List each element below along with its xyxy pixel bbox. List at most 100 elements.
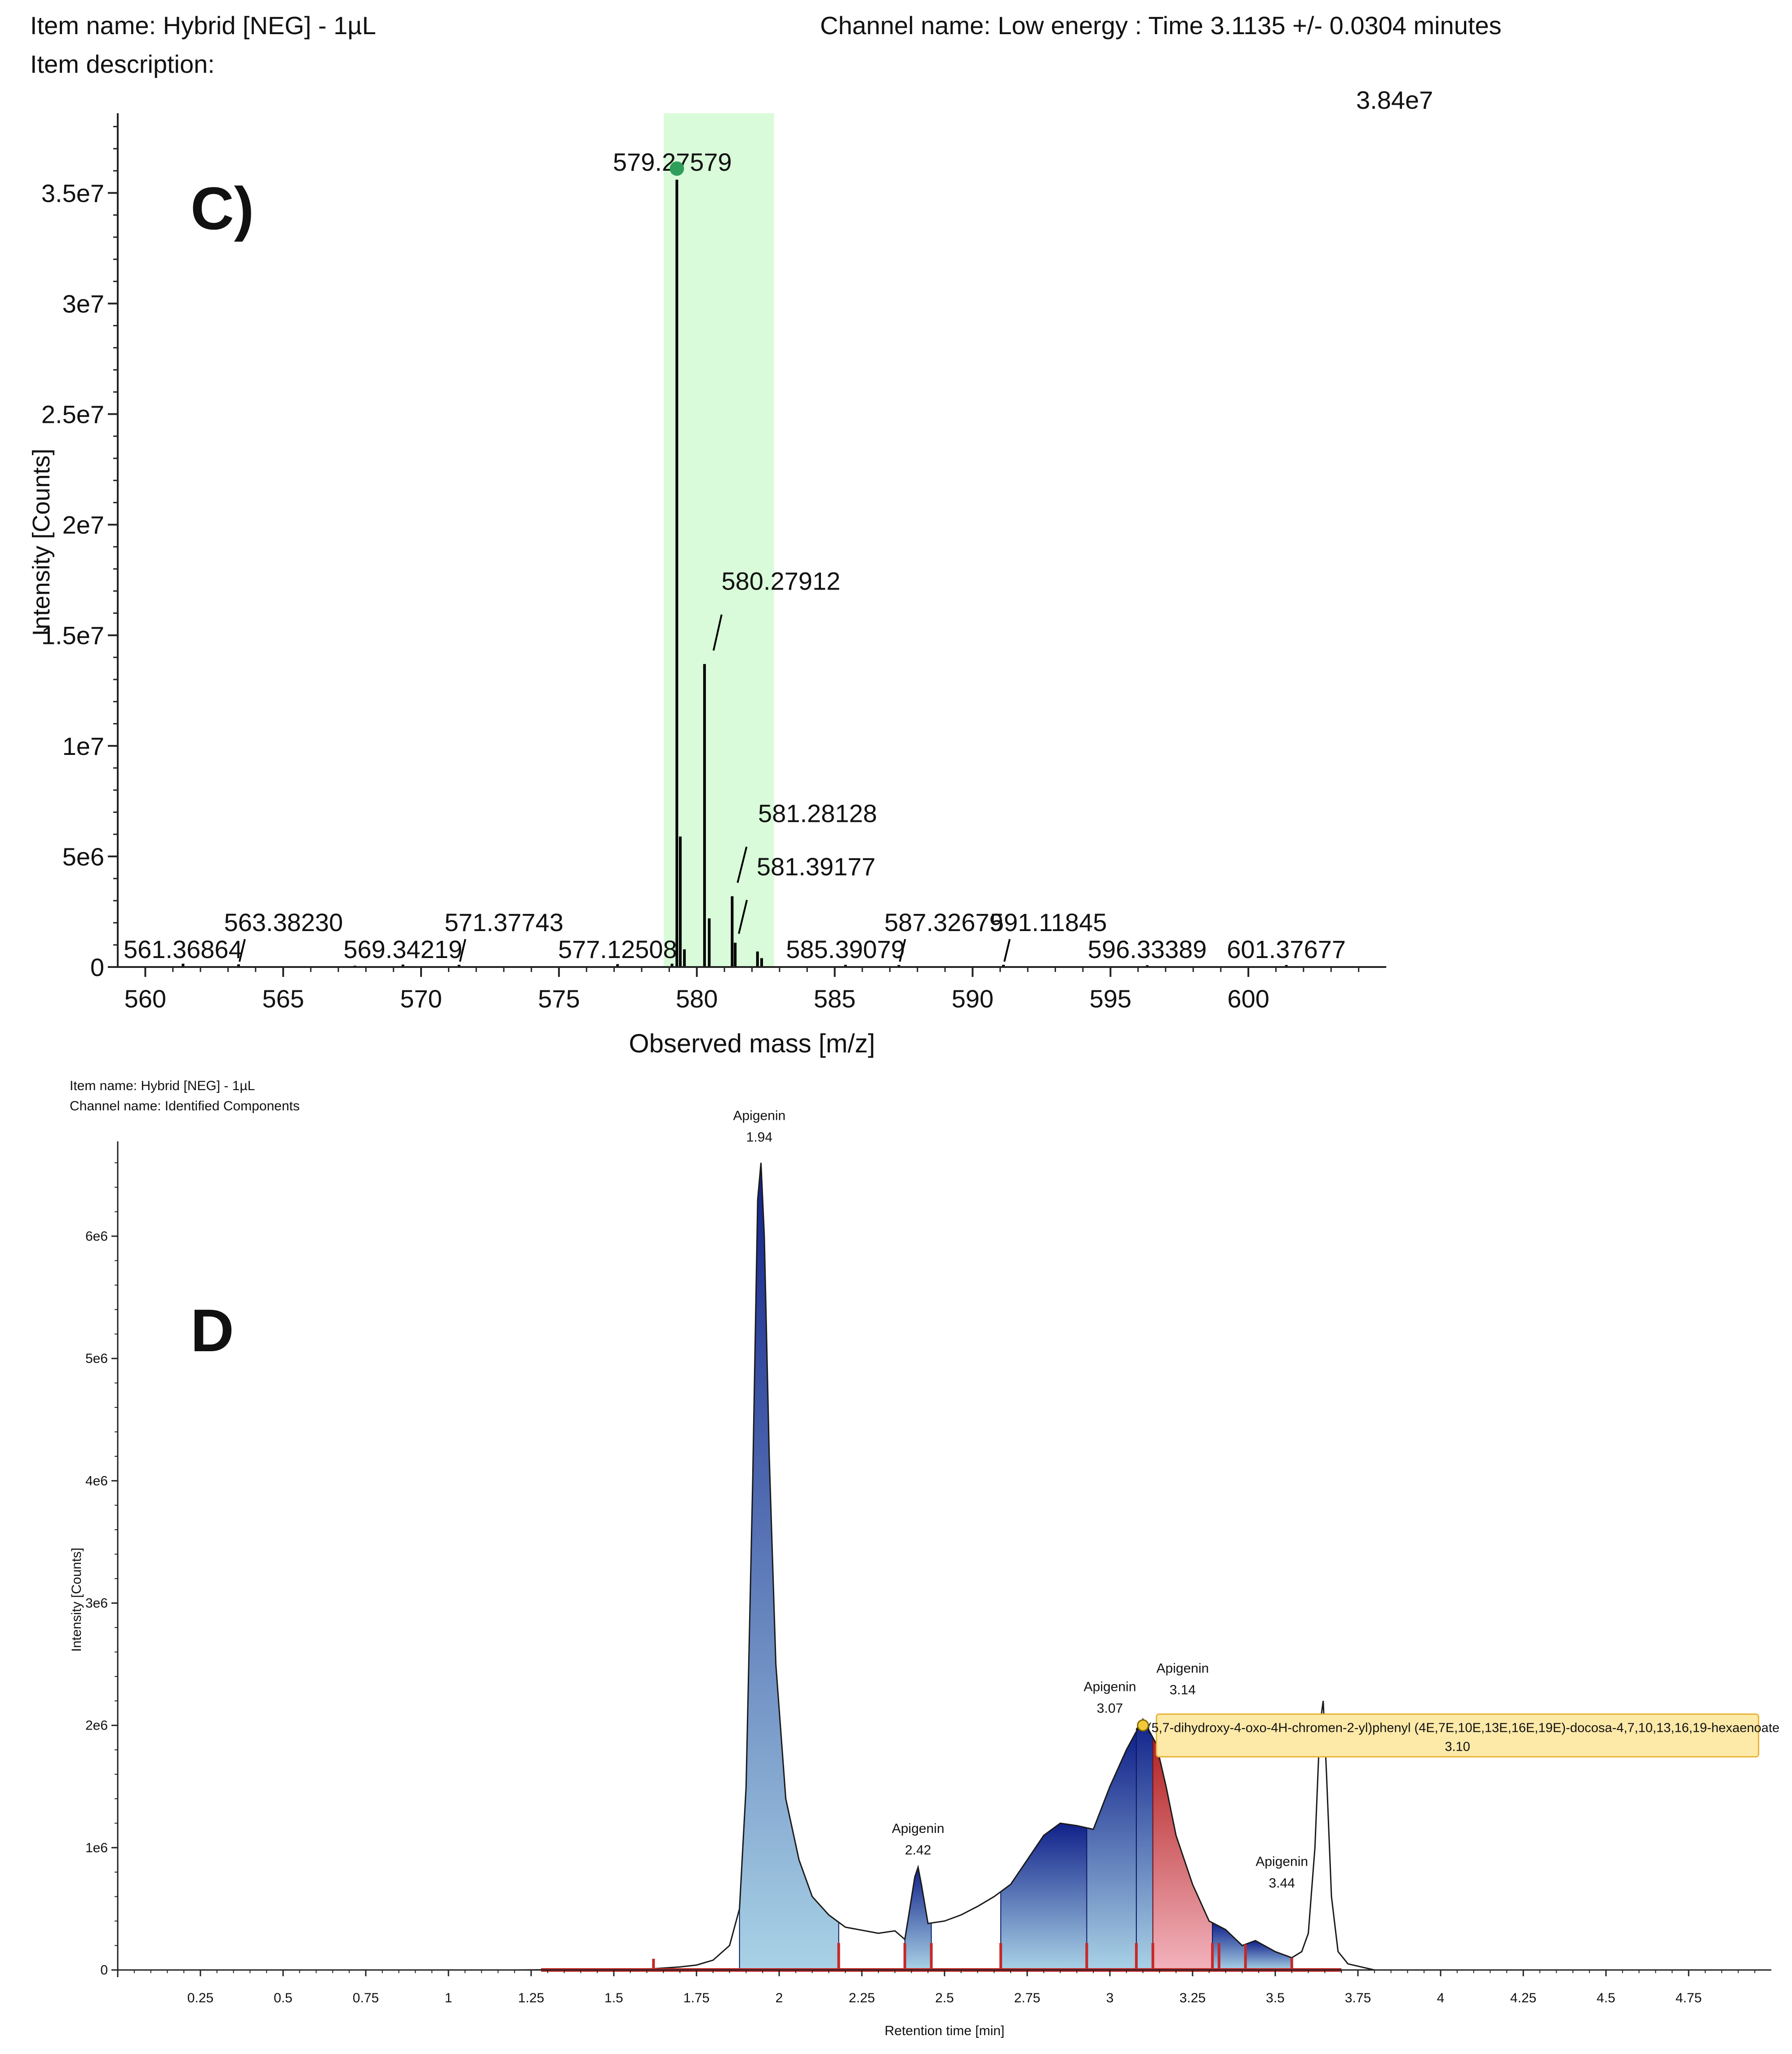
chart-d-chromatogram: 0 1e6 2e6 3e6 4e6 5e6 6e6 0.25 0.5 0.75 1 1.25 1.5 1… xyxy=(69,1108,1779,2038)
d-x-tick-label: 0.75 xyxy=(353,1991,379,2005)
component-name-label: Apigenin xyxy=(733,1108,785,1123)
c-peak-label: 563.38230 xyxy=(224,908,343,936)
d-x-tick-label: 1.5 xyxy=(604,1991,623,2005)
c-x-tick-label: 590 xyxy=(952,985,994,1013)
c-peak-label: 581.28128 xyxy=(758,799,877,828)
d-x-axis-title: Retention time [min] xyxy=(885,2023,1005,2038)
c-peak-label: 587.32679 xyxy=(884,908,1003,936)
selected-mass-window[interactable] xyxy=(664,113,774,967)
d-x-tick-label: 1 xyxy=(445,1991,452,2005)
component-peak-blue[interactable] xyxy=(1136,1718,1153,1970)
c-label-leader xyxy=(736,847,748,883)
c-y-tick-label: 1.5e7 xyxy=(41,621,104,650)
d-y-tick-label: 4e6 xyxy=(85,1473,108,1488)
c-label-leader xyxy=(1003,939,1011,962)
d-x-tick-label: 4.5 xyxy=(1597,1991,1615,2005)
c-peak-label: 561.36864 xyxy=(124,935,243,963)
d-x-tick-label: 2.75 xyxy=(1014,1991,1040,2005)
d-x-tick-label: 3.5 xyxy=(1266,1991,1285,2005)
selected-peak-marker[interactable] xyxy=(670,161,684,176)
c-peak-label: 581.39177 xyxy=(757,852,876,881)
c-peak-label: 601.37677 xyxy=(1227,935,1346,963)
c-peak-label: 577.12508 xyxy=(558,935,677,963)
d-x-tick-label: 3 xyxy=(1106,1991,1114,2005)
d-x-tick-label: 2.5 xyxy=(935,1991,954,2005)
c-y-tick-label: 3e7 xyxy=(62,289,104,318)
panel-label-c: C) xyxy=(191,175,254,242)
component-name-label: Apigenin xyxy=(892,1821,945,1836)
d-y-tick-label: 2e6 xyxy=(85,1718,108,1733)
component-tooltip[interactable]: 4-(5,7-dihydroxy-4-oxo-4H-chromen-2-yl)p… xyxy=(1136,1713,1779,1758)
tooltip-box xyxy=(1156,1713,1760,1758)
d-y-axis-title: Intensity [Counts] xyxy=(69,1548,84,1652)
c-x-tick-label: 600 xyxy=(1227,985,1269,1013)
d-x-tick-label: 4.25 xyxy=(1510,1991,1536,2005)
d-x-tick-label: 1.75 xyxy=(683,1991,710,2005)
item-name-c: Item name: Hybrid [NEG] - 1µL xyxy=(30,11,376,40)
c-peak-label: 585.39079 xyxy=(786,935,905,963)
d-y-tick-label: 3e6 xyxy=(85,1596,108,1611)
c-label-leader xyxy=(738,900,748,934)
c-x-tick-label: 575 xyxy=(538,985,580,1013)
c-y-tick-label: 2e7 xyxy=(62,511,104,539)
chromatogram-trace xyxy=(118,1162,1771,1971)
d-x-tick-label: 0.5 xyxy=(274,1991,293,2005)
c-x-tick-label: 560 xyxy=(124,985,166,1013)
chart-c-mass-spectrum: 561.36864563.38230569.34219571.37743577.… xyxy=(28,113,1386,1058)
d-x-tick-label: 3.75 xyxy=(1345,1991,1371,2005)
channel-name-d: Channel name: Identified Components xyxy=(70,1099,300,1114)
component-peak-blue[interactable] xyxy=(1212,1922,1246,1970)
d-x-tick-label: 4 xyxy=(1437,1991,1445,2005)
c-label-leader xyxy=(238,939,246,962)
d-y-tick-label: 6e6 xyxy=(85,1229,108,1244)
d-x-tick-label: 1.25 xyxy=(518,1991,544,2005)
d-x-tick-label: 4.75 xyxy=(1676,1991,1702,2005)
component-rt-label: 3.14 xyxy=(1170,1683,1196,1698)
c-label-leader xyxy=(712,614,723,651)
d-y-tick-label: 0 xyxy=(100,1963,108,1978)
tooltip-retention-time: 3.10 xyxy=(1445,1740,1470,1754)
d-x-tick-label: 3.25 xyxy=(1180,1991,1206,2005)
c-label-leader xyxy=(459,939,466,962)
c-y-tick-label: 1e7 xyxy=(62,732,104,760)
c-peak-label: 591.11845 xyxy=(990,908,1107,936)
tooltip-anchor-dot xyxy=(1137,1719,1149,1732)
c-y-tick-label: 2.5e7 xyxy=(41,400,104,429)
d-y-tick-label: 1e6 xyxy=(85,1841,108,1855)
c-x-tick-label: 580 xyxy=(676,985,718,1013)
panel-label-d: D xyxy=(191,1297,234,1364)
c-x-tick-label: 565 xyxy=(262,985,304,1013)
max-intensity-label: 3.84e7 xyxy=(1356,86,1433,114)
c-label-leader xyxy=(899,939,906,962)
item-description-c: Item description: xyxy=(30,50,215,78)
component-peak-blue[interactable] xyxy=(1000,1823,1087,1970)
c-y-tick-label: 5e6 xyxy=(62,843,104,871)
component-name-label: Apigenin xyxy=(1084,1679,1136,1694)
component-peak-blue[interactable] xyxy=(1086,1730,1137,1970)
c-peak-label: 571.37743 xyxy=(444,908,563,936)
component-name-label: Apigenin xyxy=(1255,1854,1308,1869)
c-y-axis-title: Intensity [Counts] xyxy=(28,448,55,636)
c-peak-label: 569.34219 xyxy=(343,935,462,963)
component-rt-label: 2.42 xyxy=(905,1843,931,1858)
c-x-tick-label: 595 xyxy=(1090,985,1131,1013)
component-rt-label: 3.44 xyxy=(1269,1876,1295,1891)
d-y-tick-label: 5e6 xyxy=(85,1351,108,1366)
component-name-label: Apigenin xyxy=(1157,1661,1209,1676)
c-peak-label: 580.27912 xyxy=(722,567,841,595)
channel-name-c: Channel name: Low energy : Time 3.1135 +… xyxy=(820,11,1502,40)
c-x-axis-title: Observed mass [m/z] xyxy=(629,1029,875,1058)
d-x-tick-label: 0.25 xyxy=(187,1991,213,2005)
item-name-d: Item name: Hybrid [NEG] - 1µL xyxy=(70,1078,255,1093)
tooltip-component-name: 4-(5,7-dihydroxy-4-oxo-4H-chromen-2-yl)p… xyxy=(1136,1721,1779,1735)
c-x-tick-label: 585 xyxy=(814,985,856,1013)
c-peak-label: 596.33389 xyxy=(1088,935,1207,963)
component-peak-blue[interactable] xyxy=(739,1162,839,1970)
component-rt-label: 1.94 xyxy=(746,1130,772,1145)
c-y-tick-label: 3.5e7 xyxy=(41,179,104,207)
c-x-tick-label: 570 xyxy=(400,985,442,1013)
c-y-tick-label: 0 xyxy=(90,953,104,981)
d-x-tick-label: 2.25 xyxy=(849,1991,875,2005)
component-rt-label: 3.07 xyxy=(1097,1701,1123,1716)
